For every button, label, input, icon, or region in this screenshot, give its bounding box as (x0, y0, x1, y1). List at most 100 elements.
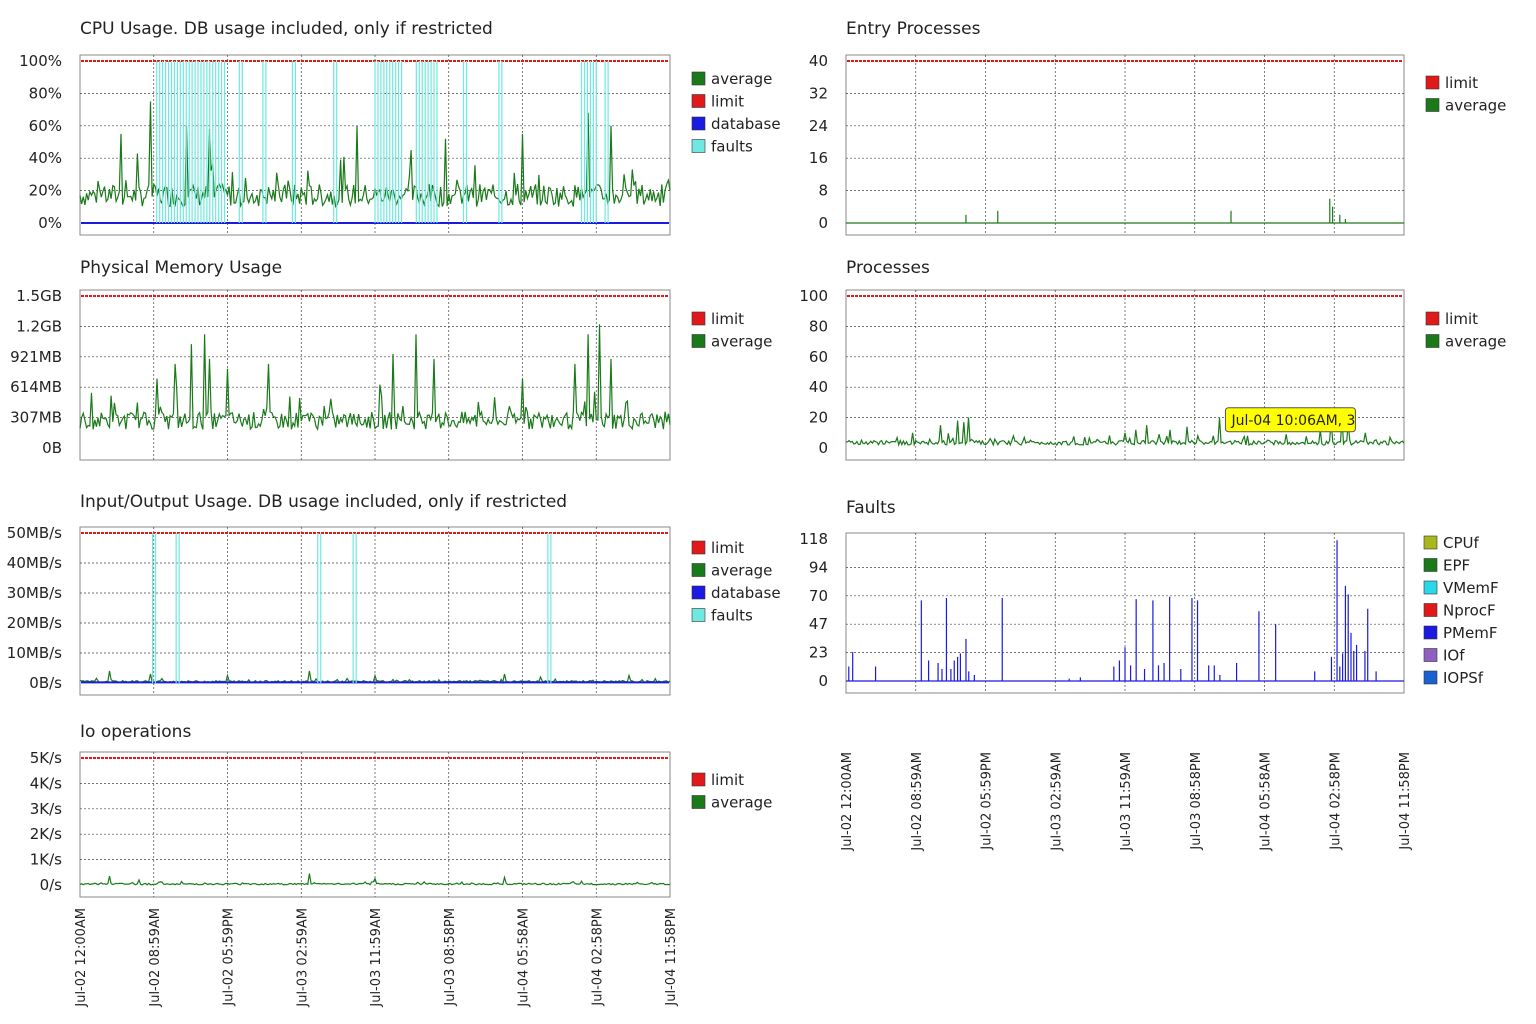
legend-swatch-limit (1425, 75, 1440, 90)
legend-swatch-average (691, 795, 706, 809)
legend-label-PMemF: PMemF (1443, 624, 1497, 642)
y-tick-label: 60 (809, 348, 828, 366)
y-tick-label: 4K/s (30, 774, 62, 792)
legend-swatch-limit (691, 772, 706, 787)
x-tick-label: Jul-04 02:58PM (1328, 752, 1343, 851)
y-tick-label: 5K/s (30, 749, 62, 767)
y-tick-label: 20MB/s (7, 614, 62, 632)
y-tick-label: 0/s (40, 876, 63, 894)
y-tick-label: 10MB/s (7, 644, 62, 662)
legend-label-IOPSf: IOPSf (1443, 669, 1484, 687)
chart-proc: Processes 100 80 60 40 20 0 Jul-04 10:06AM, 3 li… (799, 258, 1506, 461)
legend-swatch-average (1425, 334, 1440, 348)
legend-swatch-limit (691, 311, 706, 326)
legend-swatch-average (691, 334, 706, 348)
y-tick-label: 100% (19, 52, 62, 70)
y-tick-label: 50MB/s (7, 524, 62, 542)
legend-swatch-database (691, 585, 706, 600)
y-tick-label: 20 (809, 409, 828, 427)
legend-swatch-NprocF (1423, 603, 1438, 617)
legend-swatch-faults (691, 139, 706, 153)
y-tick-label: 0% (38, 214, 62, 232)
y-tick-label: 32 (809, 84, 828, 102)
y-tick-label: 8 (818, 182, 828, 200)
y-tick-label: 94 (809, 558, 828, 576)
chart-title: Physical Memory Usage (80, 258, 282, 278)
legend-label-average: average (1445, 333, 1506, 351)
legend-label-NprocF: NprocF (1443, 602, 1496, 620)
x-tick-label: Jul-02 12:00AM (74, 908, 89, 1008)
chart-mem: Physical Memory Usage 1.5GB 1.2GB 921MB 614M… (10, 258, 772, 461)
legend-label-limit: limit (1445, 310, 1478, 328)
chart-faults: Faults 118 94 70 47 23 0 CPUf EPF VMemF NprocF PMem… (799, 498, 1499, 694)
y-tick-label: 23 (809, 644, 828, 662)
y-tick-label: 70 (809, 587, 828, 605)
y-tick-label: 614MB (10, 378, 62, 396)
x-tick-label: Jul-02 08:59AM (910, 752, 925, 852)
y-tick-label: 921MB (10, 348, 62, 366)
legend-swatch-limit (1425, 311, 1440, 326)
legend-label-EPF: EPF (1443, 557, 1470, 575)
x-axis-left: Jul-02 12:00AM Jul-02 08:59AM Jul-02 05:59… (74, 908, 679, 1008)
chart-title: Processes (846, 258, 930, 278)
y-tick-label: 100 (799, 287, 828, 305)
x-tick-label: Jul-04 02:58PM (590, 908, 605, 1007)
legend-label-IOf: IOf (1443, 647, 1465, 665)
y-tick-label: 40 (809, 52, 828, 70)
y-tick-label: 40% (29, 149, 62, 167)
legend-label-limit: limit (711, 93, 744, 111)
legend-swatch-average (691, 563, 706, 577)
legend-label-faults: faults (711, 607, 753, 625)
series-average (846, 198, 1404, 224)
x-axis-right: Jul-02 12:00AM Jul-02 08:59AM Jul-02 05:59… (840, 752, 1413, 852)
legend-swatch-IOf (1423, 648, 1438, 662)
chart-ep: Entry Processes 40 32 24 16 8 0 limit average (809, 19, 1506, 236)
legend-label-faults: faults (711, 138, 753, 156)
series-average (79, 324, 671, 432)
legend-swatch-average (1425, 98, 1440, 112)
legend-label-database: database (711, 584, 781, 602)
y-tick-label: 118 (799, 530, 828, 548)
chart-title: Faults (846, 498, 896, 518)
x-tick-label: Jul-03 08:58PM (443, 908, 458, 1007)
legend-swatch-IOPSf (1423, 670, 1438, 685)
y-tick-label: 24 (809, 117, 828, 135)
x-tick-label: Jul-03 11:59AM (1119, 752, 1134, 852)
legend-label-average: average (711, 562, 772, 580)
y-tick-label: 0B (42, 439, 62, 457)
x-tick-label: Jul-03 08:58PM (1189, 752, 1204, 851)
legend-swatch-CPUf (1423, 535, 1438, 550)
y-tick-label: 307MB (10, 409, 62, 427)
series-average (79, 873, 671, 886)
data-tooltip: Jul-04 10:06AM, 3 (1224, 407, 1356, 433)
y-tick-label: 0B/s (29, 674, 62, 692)
legend-label-average: average (1445, 97, 1506, 115)
y-tick-label: 0 (818, 672, 828, 690)
legend-swatch-faults (691, 608, 706, 622)
chart-title: Io operations (80, 722, 191, 742)
y-tick-label: 80% (29, 84, 62, 102)
x-tick-label: Jul-04 11:58PM (664, 908, 679, 1007)
legend-label-limit: limit (711, 539, 744, 557)
x-tick-label: Jul-04 05:58AM (1259, 752, 1274, 852)
chart-cpu: CPU Usage. DB usage included, only if re… (19, 19, 781, 236)
y-tick-label: 1.2GB (16, 317, 62, 335)
y-tick-label: 1.5GB (16, 287, 62, 305)
y-tick-label: 3K/s (30, 800, 62, 818)
legend-swatch-limit (691, 94, 706, 108)
series-average (845, 417, 1405, 447)
chart-iops: Io operations 5K/s 4K/s 3K/s 2K/s 1K/s 0/s limi… (30, 722, 772, 898)
legend-label-average: average (711, 333, 772, 351)
y-tick-label: 20% (29, 182, 62, 200)
chart-title: CPU Usage. DB usage included, only if re… (80, 19, 493, 39)
legend-label-average: average (711, 70, 772, 88)
x-tick-label: Jul-02 05:59PM (980, 752, 995, 851)
x-tick-label: Jul-02 05:59PM (222, 908, 237, 1007)
legend-swatch-PMemF (1423, 625, 1438, 640)
y-tick-label: 40 (809, 378, 828, 396)
chart-title: Input/Output Usage. DB usage included, o… (80, 492, 567, 512)
chart-title: Entry Processes (846, 19, 981, 39)
x-tick-label: Jul-02 12:00AM (840, 752, 855, 852)
x-tick-label: Jul-04 11:58PM (1398, 752, 1413, 851)
